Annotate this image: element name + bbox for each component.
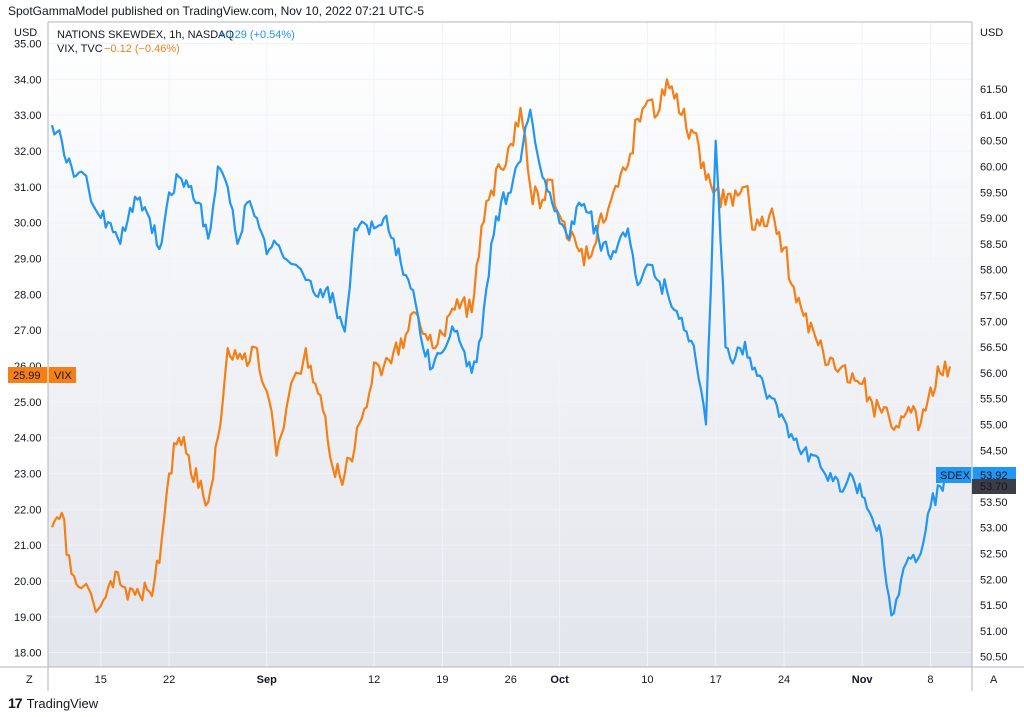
sdex-prev-label: 53.70 (972, 479, 1016, 494)
left-tick-label: 29.00 (14, 254, 42, 266)
svg-text:53.70: 53.70 (980, 481, 1008, 493)
grid (48, 22, 972, 667)
time-tick-label: 8 (927, 674, 933, 686)
right-tick-label: 61.50 (980, 84, 1008, 96)
left-tick-label: 19.00 (14, 612, 42, 624)
time-tick-label: 24 (778, 674, 790, 686)
right-tick-label: 58.00 (980, 265, 1008, 277)
left-tick-label: 30.00 (14, 218, 42, 230)
legend[interactable]: NATIONS SKEWDEX, 1h, NASDAQ +0.29 (+0.54… (57, 29, 295, 55)
time-tick-label: 10 (641, 674, 653, 686)
time-tick-label: 12 (368, 674, 380, 686)
time-tick-label: 22 (163, 674, 175, 686)
left-tick-label: 24.00 (14, 433, 42, 445)
left-tick-label: 25.00 (14, 397, 42, 409)
plot-background (48, 22, 972, 667)
right-tick-label: 51.00 (980, 626, 1008, 638)
left-tick-label: 20.00 (14, 576, 42, 588)
left-unit: USD (14, 27, 37, 39)
left-tick-label: 35.00 (14, 39, 42, 51)
time-tick-label: 17 (710, 674, 722, 686)
left-tick-label: 28.00 (14, 289, 42, 301)
right-tick-label: 52.00 (980, 574, 1008, 586)
right-tick-label: 61.00 (980, 110, 1008, 122)
svg-text:SDEX: SDEX (940, 470, 971, 482)
left-tick-label: 27.00 (14, 325, 42, 337)
left-tick-label: 23.00 (14, 469, 42, 481)
time-tick-label: 15 (95, 674, 107, 686)
right-tick-label: 55.00 (980, 419, 1008, 431)
tradingview-logo-icon: 17 (8, 695, 23, 711)
legend-vix-name: VIX, TVC (57, 43, 103, 55)
time-tick-label: Oct (550, 674, 569, 686)
right-tick-label: 60.50 (980, 136, 1008, 148)
left-tick-label: 22.00 (14, 504, 42, 516)
right-axis[interactable]: 61.50 61.00 60.50 60.00 59.50 59.00 58.50 58.00… (980, 84, 1008, 664)
footer-brand: TradingView (26, 695, 99, 711)
svg-text:VIX: VIX (54, 370, 72, 382)
left-tick-label: 33.00 (14, 110, 42, 122)
time-tick-label: 26 (505, 674, 517, 686)
right-tick-label: 55.50 (980, 394, 1008, 406)
time-tick-label: Sep (257, 674, 277, 686)
right-tick-label: 58.50 (980, 239, 1008, 251)
sdex-series-line (50, 108, 952, 617)
vix-price-label: 25.99 VIX (8, 367, 76, 383)
auto-scale-button[interactable]: A (990, 674, 998, 686)
svg-text:25.99: 25.99 (13, 370, 41, 382)
right-tick-label: 56.50 (980, 342, 1008, 354)
right-tick-label: 53.00 (980, 523, 1008, 535)
series-layer (50, 78, 952, 617)
right-tick-label: 59.00 (980, 213, 1008, 225)
right-tick-label: 51.50 (980, 600, 1008, 612)
legend-vix-change: −0.12 (−0.46%) (104, 43, 180, 55)
legend-sdex-name: NATIONS SKEWDEX, 1h, NASDAQ (57, 29, 235, 41)
right-tick-label: 59.50 (980, 187, 1008, 199)
left-tick-label: 18.00 (14, 648, 42, 660)
legend-sdex-change: +0.29 (+0.54%) (219, 29, 295, 41)
left-tick-label: 34.00 (14, 74, 42, 86)
right-tick-label: 57.50 (980, 290, 1008, 302)
left-axis[interactable]: 35.00 34.00 33.00 32.00 31.00 30.00 29.00 28.00… (14, 39, 42, 660)
right-tick-label: 60.00 (980, 161, 1008, 173)
time-tick-label: Nov (852, 674, 874, 686)
time-axis[interactable]: 15 22 Sep 12 19 26 Oct 10 17 24 Nov 8 (95, 674, 934, 686)
time-tick-label: 19 (436, 674, 448, 686)
right-unit: USD (980, 27, 1003, 39)
left-tick-label: 32.00 (14, 146, 42, 158)
vix-series-line (50, 78, 952, 614)
right-tick-label: 54.50 (980, 445, 1008, 457)
left-tick-label: 21.00 (14, 540, 42, 552)
footer[interactable]: 17 TradingView (8, 695, 98, 711)
right-tick-label: 52.50 (980, 548, 1008, 560)
right-tick-label: 50.50 (980, 652, 1008, 664)
timezone-button[interactable]: Z (26, 674, 33, 686)
right-tick-label: 56.00 (980, 368, 1008, 380)
left-tick-label: 31.00 (14, 182, 42, 194)
publisher-line: SpotGammaModel published on TradingView.… (8, 4, 425, 18)
right-tick-label: 57.00 (980, 316, 1008, 328)
right-tick-label: 53.50 (980, 497, 1008, 509)
